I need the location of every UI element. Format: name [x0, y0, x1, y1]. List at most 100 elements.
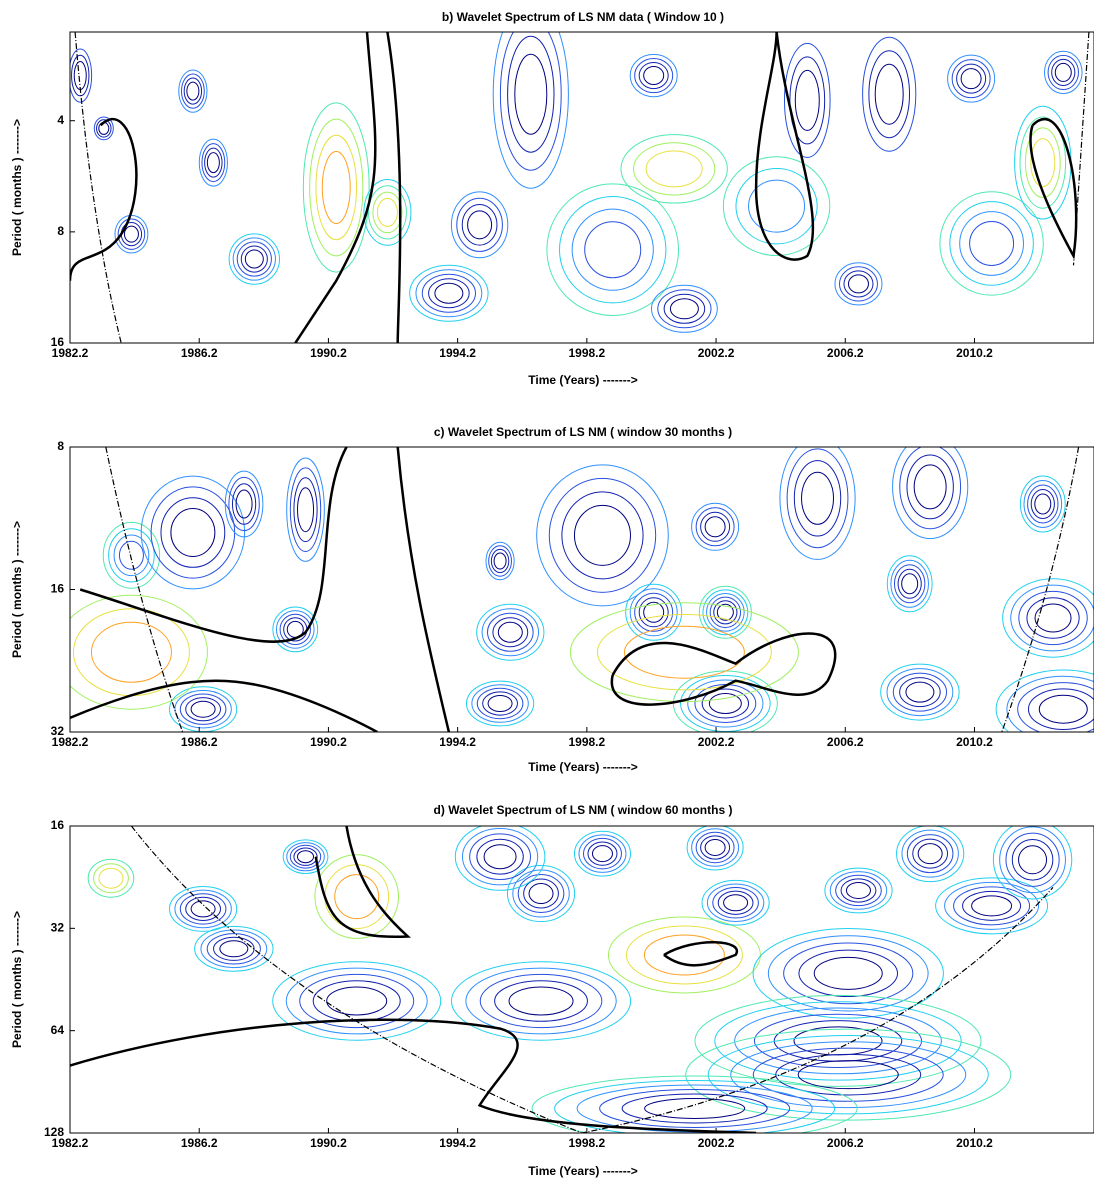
contour	[644, 67, 664, 85]
x-tick-label: 1990.2	[310, 1136, 347, 1150]
y-tick-label: 16	[51, 582, 65, 596]
contour	[692, 503, 739, 550]
contour	[236, 490, 252, 518]
y-tick-label: 8	[57, 224, 64, 238]
contour	[273, 962, 441, 1040]
contour	[897, 826, 964, 882]
contour	[600, 1089, 790, 1127]
contour	[705, 517, 725, 537]
contour	[902, 574, 918, 594]
x-axis-label: Time (Years) ------->	[528, 760, 637, 774]
contour	[839, 267, 877, 301]
cone-of-influence	[106, 447, 183, 732]
contour	[435, 283, 463, 303]
x-tick-label: 1998.2	[568, 1136, 605, 1150]
contour	[529, 884, 553, 904]
contour	[507, 866, 574, 922]
contour	[881, 664, 959, 720]
contour	[681, 676, 771, 732]
contour	[547, 184, 679, 316]
contour	[477, 688, 523, 718]
contour	[290, 468, 320, 552]
x-tick-label: 1998.2	[568, 735, 605, 749]
contour	[451, 192, 507, 258]
contour	[570, 603, 798, 702]
contour	[696, 508, 734, 546]
contour	[705, 839, 725, 855]
contour	[695, 685, 756, 723]
x-tick-label: 1990.2	[310, 735, 347, 749]
contour	[322, 152, 350, 224]
contour	[303, 103, 369, 272]
contour	[624, 626, 744, 678]
contour	[798, 1061, 898, 1089]
contour	[707, 594, 745, 632]
contour	[416, 270, 482, 317]
contour	[626, 584, 682, 640]
contour	[621, 135, 727, 203]
contour	[630, 54, 677, 96]
contour	[88, 859, 134, 897]
contour	[191, 701, 215, 717]
contour	[509, 987, 573, 1015]
significance-contour	[316, 826, 408, 937]
contour	[1024, 481, 1062, 528]
contour	[410, 265, 488, 321]
y-tick-label: 64	[51, 1023, 65, 1037]
x-tick-label: 1986.2	[181, 1136, 218, 1150]
contour	[171, 509, 215, 557]
significance-contour	[756, 32, 813, 260]
contour	[699, 586, 751, 638]
contour	[484, 845, 516, 869]
contour	[482, 609, 538, 656]
contour	[814, 957, 882, 989]
x-tick-label: 2006.2	[827, 346, 864, 360]
plot-frame	[70, 447, 1094, 732]
contour-field	[70, 821, 1072, 1141]
contour	[124, 226, 138, 242]
x-tick-label: 2010.2	[956, 1136, 993, 1150]
contour	[1028, 485, 1058, 523]
contour	[887, 669, 953, 716]
contour	[646, 151, 702, 187]
contour	[907, 835, 953, 873]
contour	[894, 565, 924, 603]
contour	[723, 157, 829, 256]
contour	[952, 60, 990, 98]
y-axis-label: Period ( months ) ------->	[10, 521, 24, 658]
contour	[207, 153, 219, 173]
contour	[470, 834, 531, 880]
contour	[91, 622, 171, 682]
x-axis-label: Time (Years) ------->	[528, 1164, 637, 1178]
contour	[1003, 579, 1094, 657]
contour	[472, 685, 528, 723]
cone-of-influence	[131, 826, 1053, 1133]
contour	[787, 449, 848, 548]
cone-of-influence	[75, 32, 121, 343]
contour	[670, 299, 698, 319]
contour	[498, 622, 522, 642]
y-tick-label: 32	[51, 921, 65, 935]
contour	[69, 49, 92, 102]
contour	[549, 478, 655, 592]
contour	[945, 882, 1039, 929]
contour	[875, 64, 903, 124]
contour	[233, 238, 275, 280]
contour	[515, 54, 547, 134]
y-axis-label: Period ( months ) ------->	[10, 911, 24, 1048]
contour	[635, 58, 673, 92]
contour	[518, 875, 564, 913]
contour	[488, 613, 534, 651]
y-tick-label: 8	[57, 439, 64, 453]
y-tick-label: 4	[57, 113, 64, 127]
contour	[658, 290, 711, 328]
plot-frame	[70, 32, 1094, 343]
contour	[644, 935, 724, 975]
x-axis-label: Time (Years) ------->	[528, 373, 637, 387]
contour	[707, 884, 763, 922]
contour	[199, 139, 227, 186]
contour	[74, 62, 86, 90]
contour	[298, 488, 314, 532]
contour	[891, 560, 929, 607]
